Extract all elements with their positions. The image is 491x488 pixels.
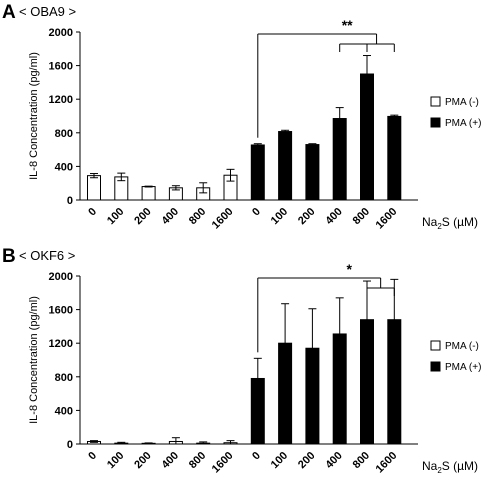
panel-letter: A [2, 2, 16, 23]
bar-pma-plus [305, 144, 320, 201]
x-tick-label: 200 [132, 206, 153, 227]
bar-pma-plus [360, 73, 374, 201]
significance-label: * [346, 261, 352, 277]
x-tick-label: 800 [351, 450, 372, 471]
x-tick-label: 100 [269, 450, 290, 471]
y-axis-label: IL-8 Concentration (pg/ml) [28, 296, 40, 424]
legend-label: PMA (-) [445, 97, 479, 108]
bar-pma-plus [305, 347, 320, 445]
bar-pma-plus [360, 319, 374, 445]
x-tick-label: 0 [86, 450, 99, 463]
x-tick-label: 400 [160, 206, 181, 227]
y-tick-label: 0 [67, 439, 73, 451]
panel-b: 0 400 800 1200 1600 2000 IL-8 Concentration (p… [0, 244, 491, 488]
x-tick-label: 800 [187, 206, 208, 227]
y-axis-label: IL-8 Concentration (pg/ml) [28, 52, 40, 180]
x-axis-label: Na2S (µM) [422, 215, 478, 231]
x-tick-label: 0 [250, 450, 263, 463]
panel-title: < OKF6 > [19, 248, 76, 263]
x-tick-label: 200 [132, 450, 153, 471]
bar-pma-plus [278, 342, 293, 445]
legend-swatch [430, 117, 441, 128]
y-tick-label: 400 [55, 405, 73, 417]
bar-pma-plus [250, 144, 265, 201]
x-tick-label: 1600 [210, 450, 236, 476]
bar-pma-minus [141, 186, 156, 201]
bar-pma-plus [332, 333, 347, 445]
bar-pma-plus [278, 131, 293, 201]
y-tick-label: 400 [55, 161, 73, 173]
y-tick-label: 1200 [49, 94, 73, 106]
x-tick-label: 1600 [374, 206, 400, 232]
x-tick-label: 1600 [374, 450, 400, 476]
y-tick-label: 2000 [49, 27, 73, 39]
x-axis-label: Na2S (µM) [422, 459, 478, 475]
bar-pma-plus [387, 319, 402, 445]
bar-pma-minus [87, 175, 101, 201]
legend-swatch [430, 340, 441, 351]
x-tick-label: 100 [105, 206, 126, 227]
bar-pma-plus [332, 118, 347, 201]
x-tick-label: 0 [86, 206, 99, 219]
x-tick-label: 100 [269, 206, 290, 227]
x-tick-label: 800 [351, 206, 372, 227]
legend-swatch [430, 361, 441, 372]
legend-label: PMA (+) [445, 362, 481, 373]
panel-a: 0 400 800 1200 1600 2000 IL-8 Concentration (p… [2, 2, 481, 232]
y-tick-label: 800 [55, 128, 73, 140]
panel-title: < OBA9 > [19, 4, 77, 19]
x-tick-label: 200 [296, 450, 317, 471]
y-tick-label: 0 [67, 195, 73, 207]
legend-label: PMA (+) [445, 118, 481, 129]
significance-label: ** [342, 17, 353, 33]
x-tick-label: 0 [250, 206, 263, 219]
y-tick-label: 1600 [49, 61, 73, 73]
legend-swatch [430, 96, 441, 107]
x-tick-label: 400 [160, 450, 181, 471]
y-tick-label: 1600 [49, 305, 73, 317]
y-tick-label: 800 [55, 372, 73, 384]
x-tick-label: 400 [323, 206, 344, 227]
y-tick-label: 1200 [49, 338, 73, 350]
y-tick-label: 2000 [49, 271, 73, 283]
legend-label: PMA (-) [445, 341, 479, 352]
panel-letter: B [2, 246, 16, 267]
bar-pma-plus [387, 115, 402, 201]
bar-pma-plus [250, 377, 265, 445]
x-tick-label: 800 [187, 450, 208, 471]
x-tick-label: 1600 [210, 206, 236, 232]
x-tick-label: 400 [323, 450, 344, 471]
x-tick-label: 200 [296, 206, 317, 227]
x-tick-label: 100 [105, 450, 126, 471]
